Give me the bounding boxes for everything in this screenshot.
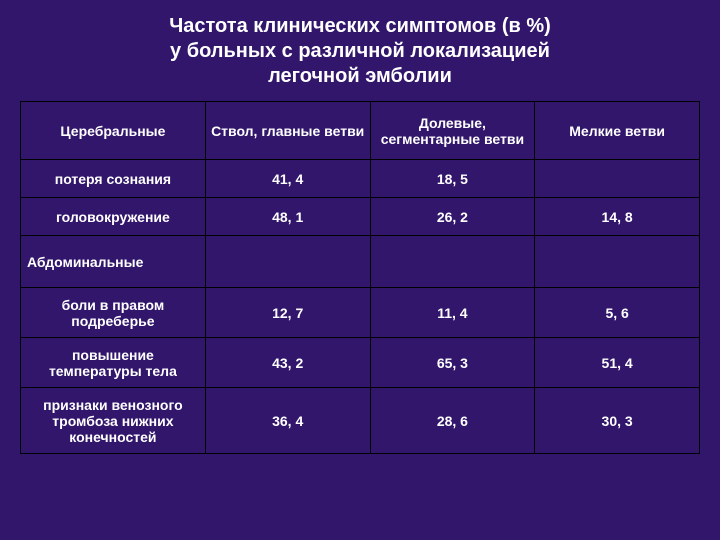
row-label: боли в правом подреберье [21, 288, 206, 338]
cell: 51, 4 [535, 338, 700, 388]
row-label: головокружение [21, 198, 206, 236]
cell: 30, 3 [535, 388, 700, 454]
table-row: признаки венозного тромбоза нижних конеч… [21, 388, 700, 454]
row-label: повышение температуры тела [21, 338, 206, 388]
table-row: Абдоминальные [21, 236, 700, 288]
table-row: потеря сознания41, 418, 5 [21, 160, 700, 198]
title-line-2: у больных с различной локализацией [40, 39, 680, 64]
page-title: Частота клинических симптомов (в %) у бо… [0, 0, 720, 101]
cell [535, 236, 700, 288]
row-label: признаки венозного тромбоза нижних конеч… [21, 388, 206, 454]
cell: 12, 7 [205, 288, 370, 338]
cell [205, 236, 370, 288]
cell: 11, 4 [370, 288, 535, 338]
table-row: боли в правом подреберье12, 711, 45, 6 [21, 288, 700, 338]
cell [535, 160, 700, 198]
table-body: потеря сознания41, 418, 5головокружение4… [21, 160, 700, 454]
col-header-1: Ствол, главные ветви [205, 102, 370, 160]
symptoms-table: Церебральные Ствол, главные ветви Долевы… [20, 101, 700, 454]
col-header-2: Долевые, сегментарные ветви [370, 102, 535, 160]
cell: 43, 2 [205, 338, 370, 388]
cell: 18, 5 [370, 160, 535, 198]
cell [370, 236, 535, 288]
cell: 48, 1 [205, 198, 370, 236]
table-row: головокружение48, 126, 214, 8 [21, 198, 700, 236]
cell: 28, 6 [370, 388, 535, 454]
title-line-3: легочной эмболии [40, 64, 680, 89]
row-label: потеря сознания [21, 160, 206, 198]
cell: 5, 6 [535, 288, 700, 338]
cell: 14, 8 [535, 198, 700, 236]
table-row: повышение температуры тела43, 265, 351, … [21, 338, 700, 388]
table-header-row: Церебральные Ствол, главные ветви Долевы… [21, 102, 700, 160]
cell: 26, 2 [370, 198, 535, 236]
title-line-1: Частота клинических симптомов (в %) [40, 14, 680, 39]
col-header-0: Церебральные [21, 102, 206, 160]
cell: 36, 4 [205, 388, 370, 454]
cell: 65, 3 [370, 338, 535, 388]
cell: 41, 4 [205, 160, 370, 198]
row-label: Абдоминальные [21, 236, 206, 288]
col-header-3: Мелкие ветви [535, 102, 700, 160]
